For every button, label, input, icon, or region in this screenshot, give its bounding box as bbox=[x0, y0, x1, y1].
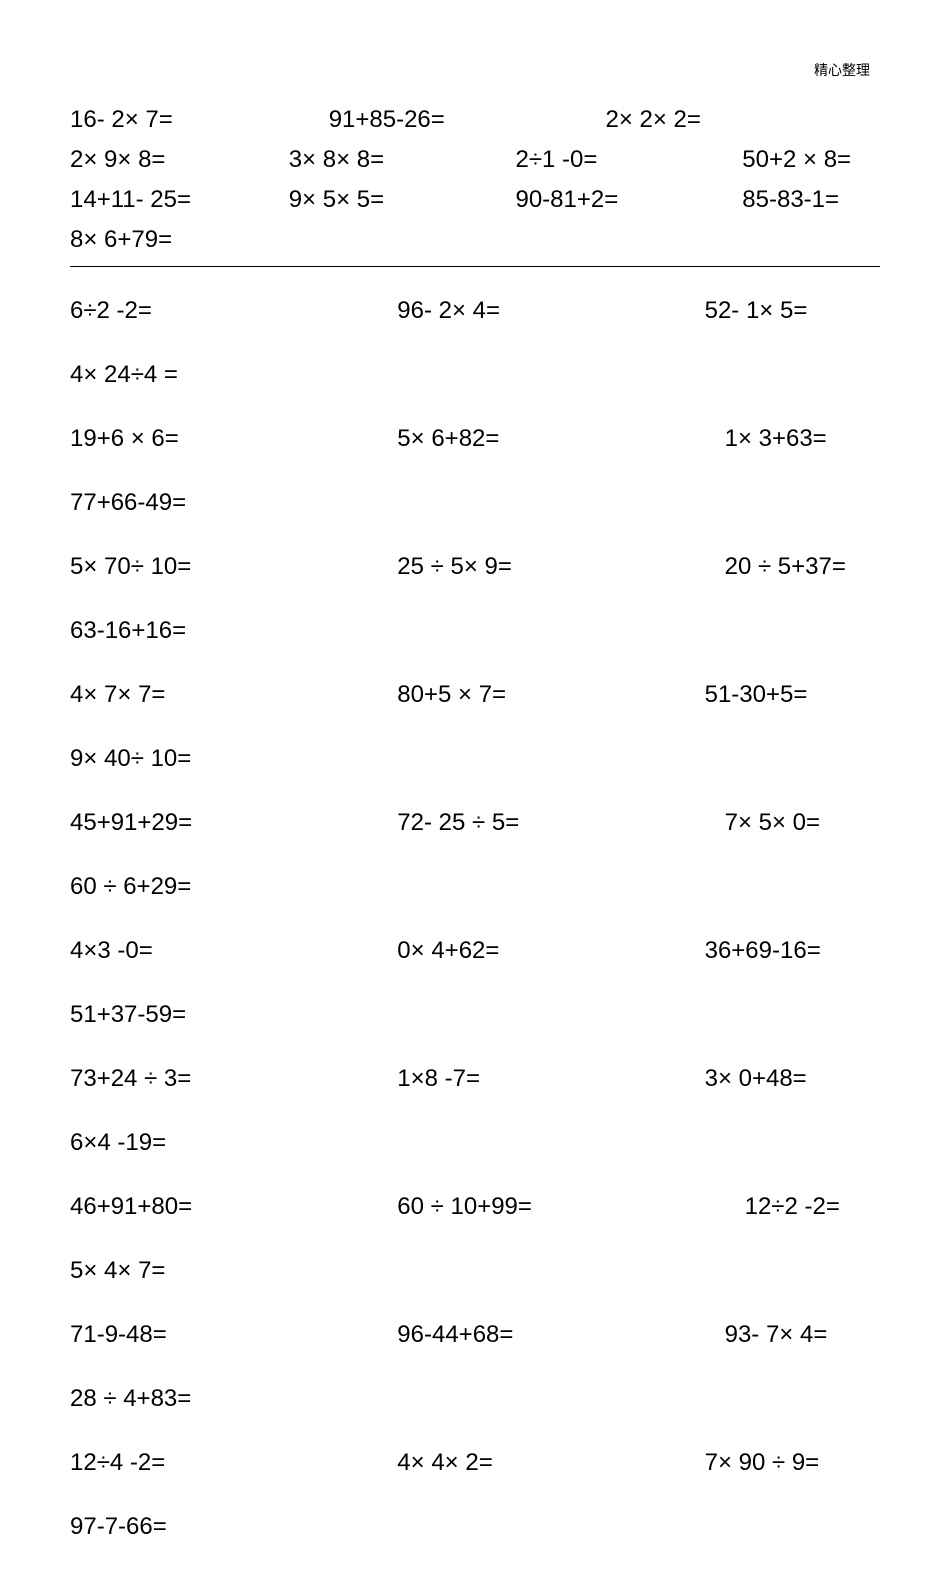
expr bbox=[605, 355, 880, 395]
expr: 4× 24÷4 = bbox=[70, 355, 337, 395]
expr bbox=[337, 1507, 604, 1547]
expr: 51-30+5= bbox=[665, 675, 950, 715]
expr: 91+85-26= bbox=[289, 100, 556, 140]
expr: 50+2 × 8= bbox=[742, 140, 880, 180]
expr bbox=[832, 100, 950, 140]
expr: 3× 8× 8= bbox=[289, 140, 516, 180]
expr bbox=[337, 483, 604, 523]
expr: 46+91+80= bbox=[70, 1187, 337, 1227]
expr bbox=[605, 1507, 880, 1547]
expr bbox=[605, 1123, 880, 1163]
expr bbox=[605, 1379, 880, 1419]
expr: 6×4 -19= bbox=[70, 1123, 337, 1163]
expr: 1× 3+63= bbox=[665, 419, 950, 459]
top-block: 16- 2× 7= 91+85-26= 2× 2× 2= 2× 9× 8= 3×… bbox=[70, 100, 880, 260]
expr bbox=[337, 867, 604, 907]
expr: 0× 4+62= bbox=[337, 931, 664, 971]
expr: 96-44+68= bbox=[337, 1315, 664, 1355]
expr bbox=[337, 611, 604, 651]
expr: 73+24 ÷ 3= bbox=[70, 1059, 337, 1099]
expr: 52- 1× 5= bbox=[665, 291, 950, 331]
expr bbox=[605, 483, 880, 523]
expr bbox=[337, 355, 604, 395]
expr bbox=[337, 1379, 604, 1419]
expr: 60 ÷ 6+29= bbox=[70, 867, 337, 907]
expr bbox=[605, 611, 880, 651]
expr: 20 ÷ 5+37= bbox=[665, 547, 950, 587]
expr: 3× 0+48= bbox=[665, 1059, 950, 1099]
expr: 97-7-66= bbox=[70, 1507, 337, 1547]
expr: 2× 9× 8= bbox=[70, 140, 289, 180]
expr: 2÷1 -0= bbox=[515, 140, 742, 180]
expr: 60 ÷ 10+99= bbox=[337, 1187, 664, 1227]
expr: 96- 2× 4= bbox=[337, 291, 664, 331]
expr bbox=[605, 995, 880, 1035]
lower-block: 6÷2 -2=96- 2× 4=52- 1× 5=4× 24÷4 =19+6 ×… bbox=[70, 291, 880, 1547]
divider bbox=[70, 266, 880, 267]
expr: 5× 4× 7= bbox=[70, 1251, 337, 1291]
expr: 2× 2× 2= bbox=[555, 100, 832, 140]
expr bbox=[605, 739, 880, 779]
expr: 77+66-49= bbox=[70, 483, 337, 523]
expr: 9× 40÷ 10= bbox=[70, 739, 337, 779]
expr: 14+11- 25= bbox=[70, 180, 289, 220]
expr bbox=[515, 220, 742, 260]
expr: 93- 7× 4= bbox=[665, 1315, 950, 1355]
expr bbox=[337, 995, 604, 1035]
expr: 12÷4 -2= bbox=[70, 1443, 337, 1483]
expr: 51+37-59= bbox=[70, 995, 337, 1035]
expr bbox=[605, 1251, 880, 1291]
expr: 5× 6+82= bbox=[337, 419, 664, 459]
expr: 5× 70÷ 10= bbox=[70, 547, 337, 587]
expr: 4×3 -0= bbox=[70, 931, 337, 971]
expr: 19+6 × 6= bbox=[70, 419, 337, 459]
expr: 4× 4× 2= bbox=[337, 1443, 664, 1483]
expr bbox=[605, 867, 880, 907]
expr: 72- 25 ÷ 5= bbox=[337, 803, 664, 843]
expr bbox=[337, 739, 604, 779]
expr: 8× 6+79= bbox=[70, 220, 289, 260]
expr: 45+91+29= bbox=[70, 803, 337, 843]
expr: 7× 5× 0= bbox=[665, 803, 950, 843]
expr: 25 ÷ 5× 9= bbox=[337, 547, 664, 587]
expr: 12÷2 -2= bbox=[665, 1187, 950, 1227]
page-header: 精心整理 bbox=[70, 60, 880, 80]
expr: 90-81+2= bbox=[515, 180, 742, 220]
expr: 16- 2× 7= bbox=[70, 100, 289, 140]
expr bbox=[337, 1123, 604, 1163]
expr: 28 ÷ 4+83= bbox=[70, 1379, 337, 1419]
expr: 9× 5× 5= bbox=[289, 180, 516, 220]
expr: 4× 7× 7= bbox=[70, 675, 337, 715]
expr: 80+5 × 7= bbox=[337, 675, 664, 715]
expr bbox=[337, 1251, 604, 1291]
expr: 6÷2 -2= bbox=[70, 291, 337, 331]
expr: 7× 90 ÷ 9= bbox=[665, 1443, 950, 1483]
expr: 1×8 -7= bbox=[337, 1059, 664, 1099]
expr bbox=[742, 220, 880, 260]
expr: 71-9-48= bbox=[70, 1315, 337, 1355]
expr: 63-16+16= bbox=[70, 611, 337, 651]
expr bbox=[289, 220, 516, 260]
expr: 85-83-1= bbox=[742, 180, 880, 220]
expr: 36+69-16= bbox=[665, 931, 950, 971]
